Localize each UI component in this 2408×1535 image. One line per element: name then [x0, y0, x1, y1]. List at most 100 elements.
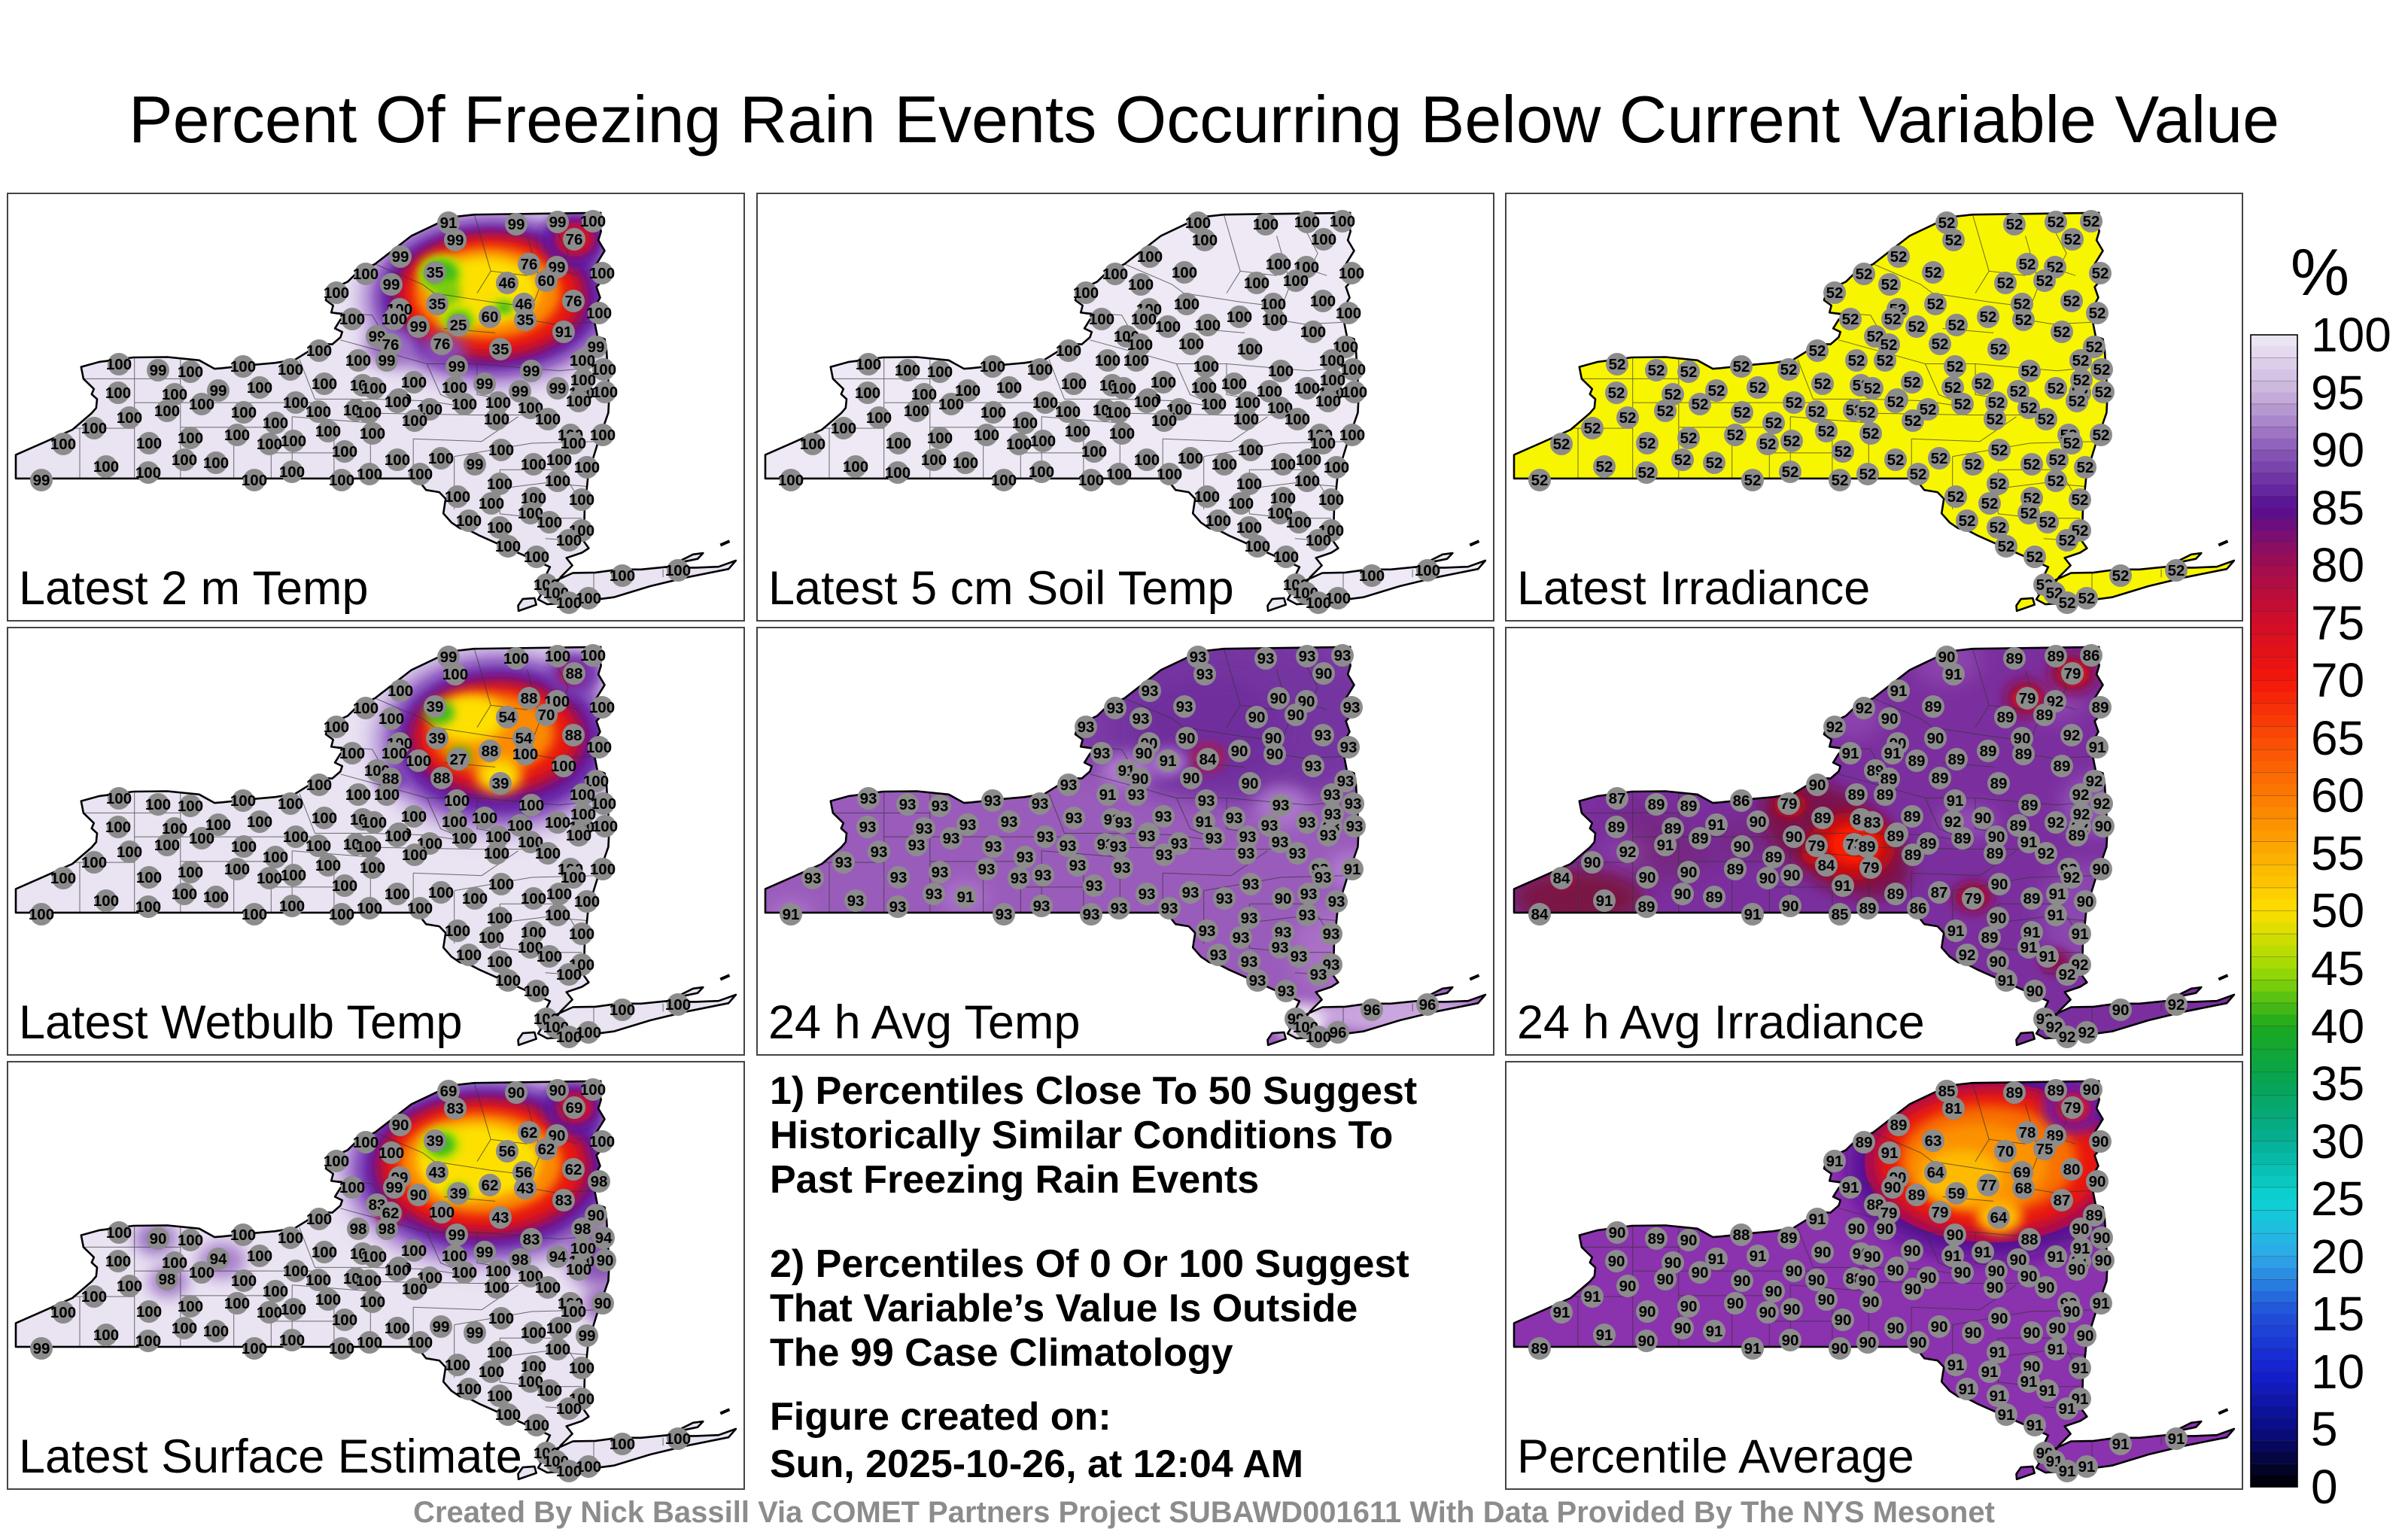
svg-text:91: 91	[1596, 892, 1613, 910]
svg-text:Latest 2 m Temp: Latest 2 m Temp	[19, 562, 369, 615]
svg-text:90: 90	[1881, 710, 1899, 728]
svg-text:100: 100	[1151, 412, 1177, 430]
svg-text:100: 100	[1012, 415, 1038, 432]
svg-text:100: 100	[247, 813, 272, 831]
svg-text:89: 89	[1908, 1187, 1926, 1204]
svg-text:68: 68	[2015, 1180, 2033, 1197]
svg-text:91: 91	[1596, 1327, 1613, 1344]
svg-text:25: 25	[450, 317, 467, 334]
svg-text:100: 100	[385, 886, 410, 903]
svg-text:100: 100	[1109, 425, 1135, 442]
svg-text:91: 91	[1990, 1344, 2007, 1361]
svg-text:52: 52	[1744, 472, 1762, 489]
svg-text:90: 90	[1786, 1263, 1803, 1280]
svg-text:52: 52	[1980, 309, 1997, 326]
svg-text:100: 100	[50, 436, 76, 453]
svg-text:85: 85	[1938, 1083, 1956, 1100]
svg-text:25: 25	[2311, 1172, 2364, 1226]
svg-text:100: 100	[50, 1304, 76, 1321]
svg-text:100: 100	[162, 386, 187, 403]
svg-text:100: 100	[591, 361, 616, 378]
svg-text:100: 100	[488, 876, 514, 893]
svg-text:100: 100	[938, 396, 964, 413]
svg-text:55: 55	[2311, 826, 2364, 880]
svg-text:90: 90	[1809, 777, 1826, 794]
svg-text:93: 93	[1337, 773, 1354, 790]
svg-text:90: 90	[588, 1207, 605, 1224]
svg-text:93: 93	[1111, 900, 1128, 917]
svg-text:100: 100	[385, 451, 410, 469]
svg-text:90: 90	[1783, 867, 1801, 884]
svg-text:100: 100	[487, 910, 512, 927]
svg-text:100: 100	[178, 1232, 203, 1249]
svg-text:88: 88	[1733, 1226, 1750, 1244]
svg-text:89: 89	[1856, 1134, 1873, 1151]
svg-text:90: 90	[2023, 1324, 2041, 1342]
svg-text:0: 0	[2311, 1460, 2338, 1514]
svg-text:52: 52	[1596, 458, 1613, 476]
svg-text:52: 52	[1848, 352, 1865, 369]
svg-text:52: 52	[2006, 216, 2023, 233]
svg-text:100: 100	[1311, 231, 1336, 248]
svg-text:52: 52	[2038, 411, 2055, 428]
svg-text:91: 91	[1657, 837, 1674, 854]
svg-text:100: 100	[1330, 213, 1355, 230]
svg-text:91: 91	[2072, 926, 2089, 943]
svg-text:100: 100	[545, 814, 570, 831]
svg-text:93: 93	[1133, 710, 1150, 728]
svg-text:91: 91	[2073, 1240, 2090, 1257]
svg-text:90: 90	[2092, 1133, 2109, 1150]
svg-text:100: 100	[135, 1333, 161, 1350]
svg-text:100: 100	[485, 1263, 511, 1280]
svg-text:100: 100	[356, 404, 382, 421]
svg-text:100: 100	[231, 404, 257, 421]
svg-text:100: 100	[329, 472, 354, 489]
svg-text:100: 100	[1111, 380, 1136, 397]
svg-text:100: 100	[442, 379, 467, 397]
svg-text:100: 100	[610, 1002, 635, 1019]
svg-text:91: 91	[1744, 906, 1762, 923]
svg-text:93: 93	[1257, 650, 1275, 667]
svg-text:52: 52	[2039, 514, 2057, 531]
svg-text:79: 79	[2019, 690, 2036, 707]
svg-text:Latest Surface Estimate: Latest Surface Estimate	[19, 1430, 522, 1483]
svg-text:91: 91	[2039, 948, 2057, 965]
svg-text:100: 100	[524, 983, 549, 1000]
svg-text:92: 92	[2059, 966, 2076, 983]
svg-text:91: 91	[1975, 1244, 1992, 1261]
svg-text:100: 100	[339, 311, 365, 328]
svg-text:90: 90	[1584, 854, 1601, 871]
svg-text:24 h Avg Irradiance: 24 h Avg Irradiance	[1517, 996, 1925, 1049]
svg-text:100: 100	[1128, 276, 1154, 293]
svg-text:93: 93	[1340, 739, 1358, 756]
svg-text:100: 100	[592, 384, 618, 401]
svg-text:100: 100	[524, 549, 549, 566]
svg-text:100: 100	[106, 356, 132, 373]
svg-text:90: 90	[1178, 730, 1196, 747]
svg-text:80: 80	[2063, 1161, 2081, 1178]
svg-text:93: 93	[1078, 719, 1095, 736]
svg-text:100: 100	[388, 682, 413, 700]
svg-text:100: 100	[1065, 423, 1090, 440]
svg-text:93: 93	[959, 816, 977, 834]
svg-text:100: 100	[576, 1458, 601, 1476]
svg-text:90: 90	[1927, 730, 1944, 747]
svg-text:52: 52	[1877, 352, 1894, 369]
svg-text:92: 92	[2168, 996, 2185, 1014]
svg-text:91: 91	[1944, 1248, 1962, 1265]
svg-text:100: 100	[537, 1382, 562, 1400]
svg-text:52: 52	[1674, 451, 1692, 469]
svg-text:100: 100	[570, 352, 595, 369]
svg-text:91: 91	[1553, 1304, 1570, 1321]
svg-text:100: 100	[665, 996, 691, 1014]
svg-text:100: 100	[224, 1295, 250, 1312]
svg-text:90: 90	[1783, 1301, 1801, 1318]
svg-text:94: 94	[549, 1248, 567, 1266]
svg-text:100: 100	[590, 861, 616, 878]
svg-text:52: 52	[1692, 396, 1709, 413]
svg-text:91: 91	[1196, 813, 1213, 831]
svg-text:20: 20	[2311, 1230, 2364, 1284]
svg-text:45: 45	[2311, 941, 2364, 995]
svg-text:100: 100	[279, 464, 305, 481]
svg-text:90: 90	[2311, 423, 2364, 477]
